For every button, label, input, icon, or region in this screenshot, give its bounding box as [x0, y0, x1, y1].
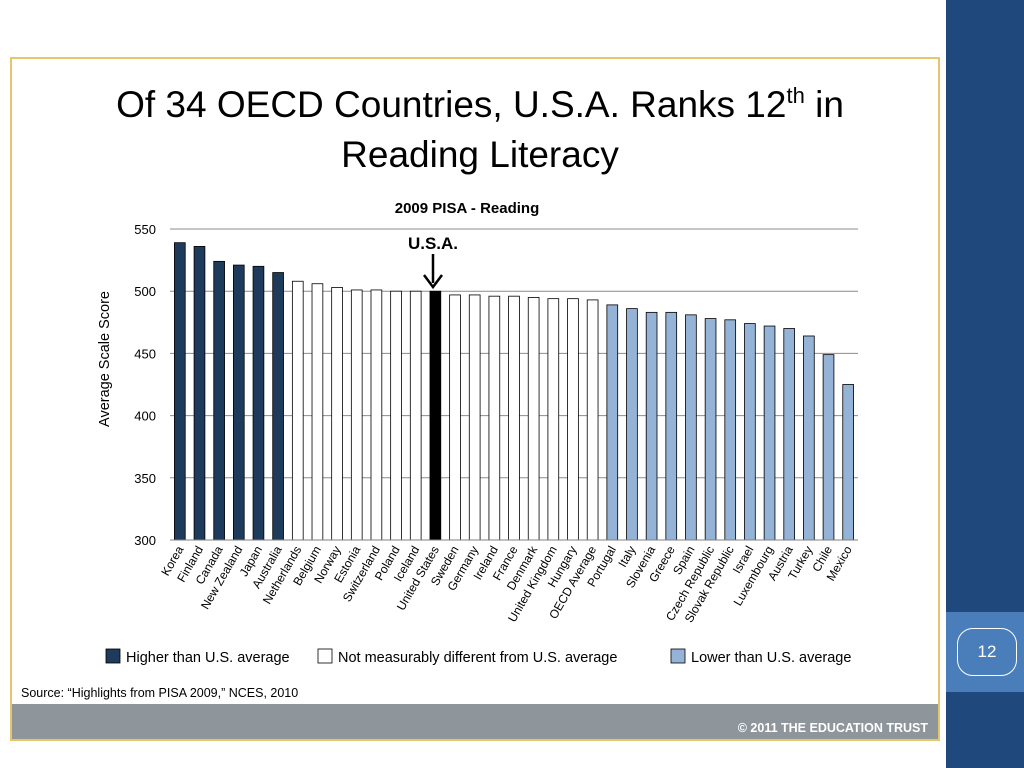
bar-united-kingdom — [547, 298, 560, 541]
slide-title: Of 34 OECD Countries, U.S.A. Ranks 12th … — [40, 80, 920, 180]
bar-ireland — [488, 295, 501, 541]
y-tick-label: 550 — [134, 222, 156, 237]
bar-switzerland — [370, 289, 383, 541]
bar-italy — [626, 308, 638, 541]
y-tick-label: 350 — [134, 471, 156, 486]
bar-oecd-average — [586, 299, 599, 541]
legend-label-lower: Lower than U.S. average — [691, 650, 851, 666]
legend-label-higher: Higher than U.S. average — [126, 650, 290, 666]
bar-poland — [390, 290, 402, 541]
bar-spain — [685, 314, 697, 541]
legend-swatch-higher — [105, 648, 121, 664]
y-tick-label: 300 — [134, 533, 156, 548]
page-number: 12 — [977, 642, 997, 661]
y-tick-label: 400 — [134, 409, 156, 424]
title-text: Of 34 OECD Countries, U.S.A. Ranks 12 — [116, 84, 787, 125]
title-superscript: th — [786, 83, 805, 108]
bar-estonia — [350, 289, 363, 541]
legend-label-similar: Not measurably different from U.S. avera… — [338, 650, 617, 666]
bar-israel — [744, 323, 756, 541]
copyright-text: © 2011 THE EDUCATION TRUST — [737, 721, 928, 735]
bar-new-zealand — [232, 264, 245, 541]
bar-germany — [468, 294, 481, 541]
bar-finland — [193, 246, 206, 541]
bar-australia — [272, 272, 284, 541]
chart-title: 2009 PISA - Reading — [395, 200, 540, 217]
bar-austria — [783, 328, 796, 541]
y-tick-label: 500 — [134, 284, 156, 299]
bar-slovenia — [645, 311, 658, 541]
title-line-2: Reading Literacy — [341, 134, 619, 175]
y-axis-label: Average Scale Score — [97, 291, 113, 427]
bar-hungary — [567, 298, 579, 541]
page-number-panel — [946, 612, 1024, 692]
page-number-badge: 12 — [957, 628, 1017, 676]
bar-france — [508, 295, 520, 541]
source-note: Source: “Highlights from PISA 2009,” NCE… — [21, 686, 299, 700]
bar-greece — [665, 311, 678, 541]
usa-arrow-icon — [423, 254, 443, 290]
bar-luxembourg — [763, 325, 776, 541]
legend-swatch-similar — [317, 648, 333, 664]
bar-norway — [331, 287, 343, 541]
bar-iceland — [409, 290, 422, 541]
bar-mexico — [842, 384, 854, 541]
chart-legend: Higher than U.S. average Not measurably d… — [105, 648, 851, 666]
bar-denmark — [527, 297, 540, 541]
bar-chile — [822, 354, 835, 541]
bar-japan — [252, 265, 265, 541]
bar-belgium — [311, 283, 324, 541]
y-axis-ticks: 300 350 400 450 500 550 — [134, 222, 156, 548]
y-tick-label: 450 — [134, 346, 156, 361]
bar-netherlands — [291, 280, 304, 541]
bar-united-states — [429, 290, 442, 541]
footer-bar: © 2011 THE EDUCATION TRUST — [12, 704, 938, 739]
bar-sweden — [449, 294, 461, 541]
bar-canada — [213, 260, 225, 541]
legend-swatch-lower — [670, 648, 686, 664]
bars — [174, 242, 854, 541]
slide-frame — [10, 57, 940, 741]
title-text-end: in — [804, 84, 844, 125]
usa-annotation: U.S.A. — [408, 234, 458, 253]
bar-slovak-republic — [724, 319, 737, 541]
bar-portugal — [606, 304, 619, 541]
bar-czech-republic — [704, 318, 717, 541]
bar-chart: 300 350 400 450 500 550 KoreaFinlandCanadaNew… — [97, 200, 858, 666]
bar-korea — [174, 242, 186, 541]
bar-turkey — [803, 335, 815, 541]
